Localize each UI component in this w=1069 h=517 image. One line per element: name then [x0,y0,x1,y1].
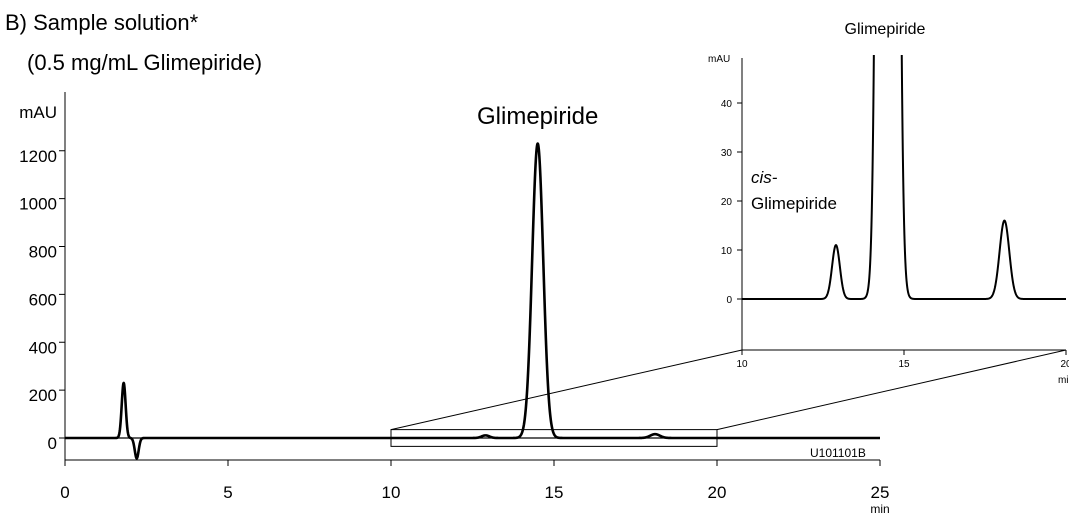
zoom-box [390,429,718,447]
figure-heading-line2: (0.5 mg/mL Glimepiride) [27,50,262,75]
main-x-tick-label: 5 [223,483,232,502]
inset-y-tick-label: 0 [726,295,732,306]
inset-chromatogram: mAU 0 10 20 30 40 10 15 20 min Glimepiride cis- Glim… [390,21,1069,431]
inset-trace [742,55,1066,300]
peak-label-cis-glimepiride: Glimepiride [751,194,837,213]
inset-y-tick-label: 30 [721,148,733,159]
main-x-label: min [870,502,889,516]
main-y-tick-label: 0 [48,434,57,453]
zoom-connector-right [716,349,1067,431]
inset-x-label: min [1058,375,1069,386]
main-x-tick-label: 20 [708,483,727,502]
figure-heading-line1: B) Sample solution* [5,10,199,35]
inset-y-tick-label: 40 [721,99,733,110]
inset-x-tick-label: 20 [1060,359,1069,370]
main-y-label: mAU [19,103,57,122]
main-y-tick-label: 1200 [19,147,57,166]
main-x-tick-label: 15 [545,483,564,502]
main-y-tick-label: 1000 [19,195,57,214]
inset-y-tick-label: 10 [721,246,733,257]
main-x-tick-label: 10 [382,483,401,502]
main-trace [63,142,882,460]
inset-title: Glimepiride [845,21,926,38]
inset-y-tick-label: 20 [721,197,733,208]
inset-y-label: mAU [708,54,730,65]
inset-x-tick-label: 10 [736,359,748,370]
main-y-tick-label: 800 [29,243,57,262]
main-y-tick-label: 400 [29,338,57,357]
main-y-tick-label: 600 [29,290,57,309]
peak-label-cis-prefix: cis- [751,168,778,187]
peak-label-glimepiride: Glimepiride [477,103,598,130]
main-x-tick-label: 25 [871,483,890,502]
zoom-connector-left [390,349,743,431]
instrument-code: U101101B [810,446,866,460]
main-y-tick-label: 200 [29,386,57,405]
main-x-tick-label: 0 [60,483,69,502]
inset-x-tick-label: 15 [898,359,910,370]
